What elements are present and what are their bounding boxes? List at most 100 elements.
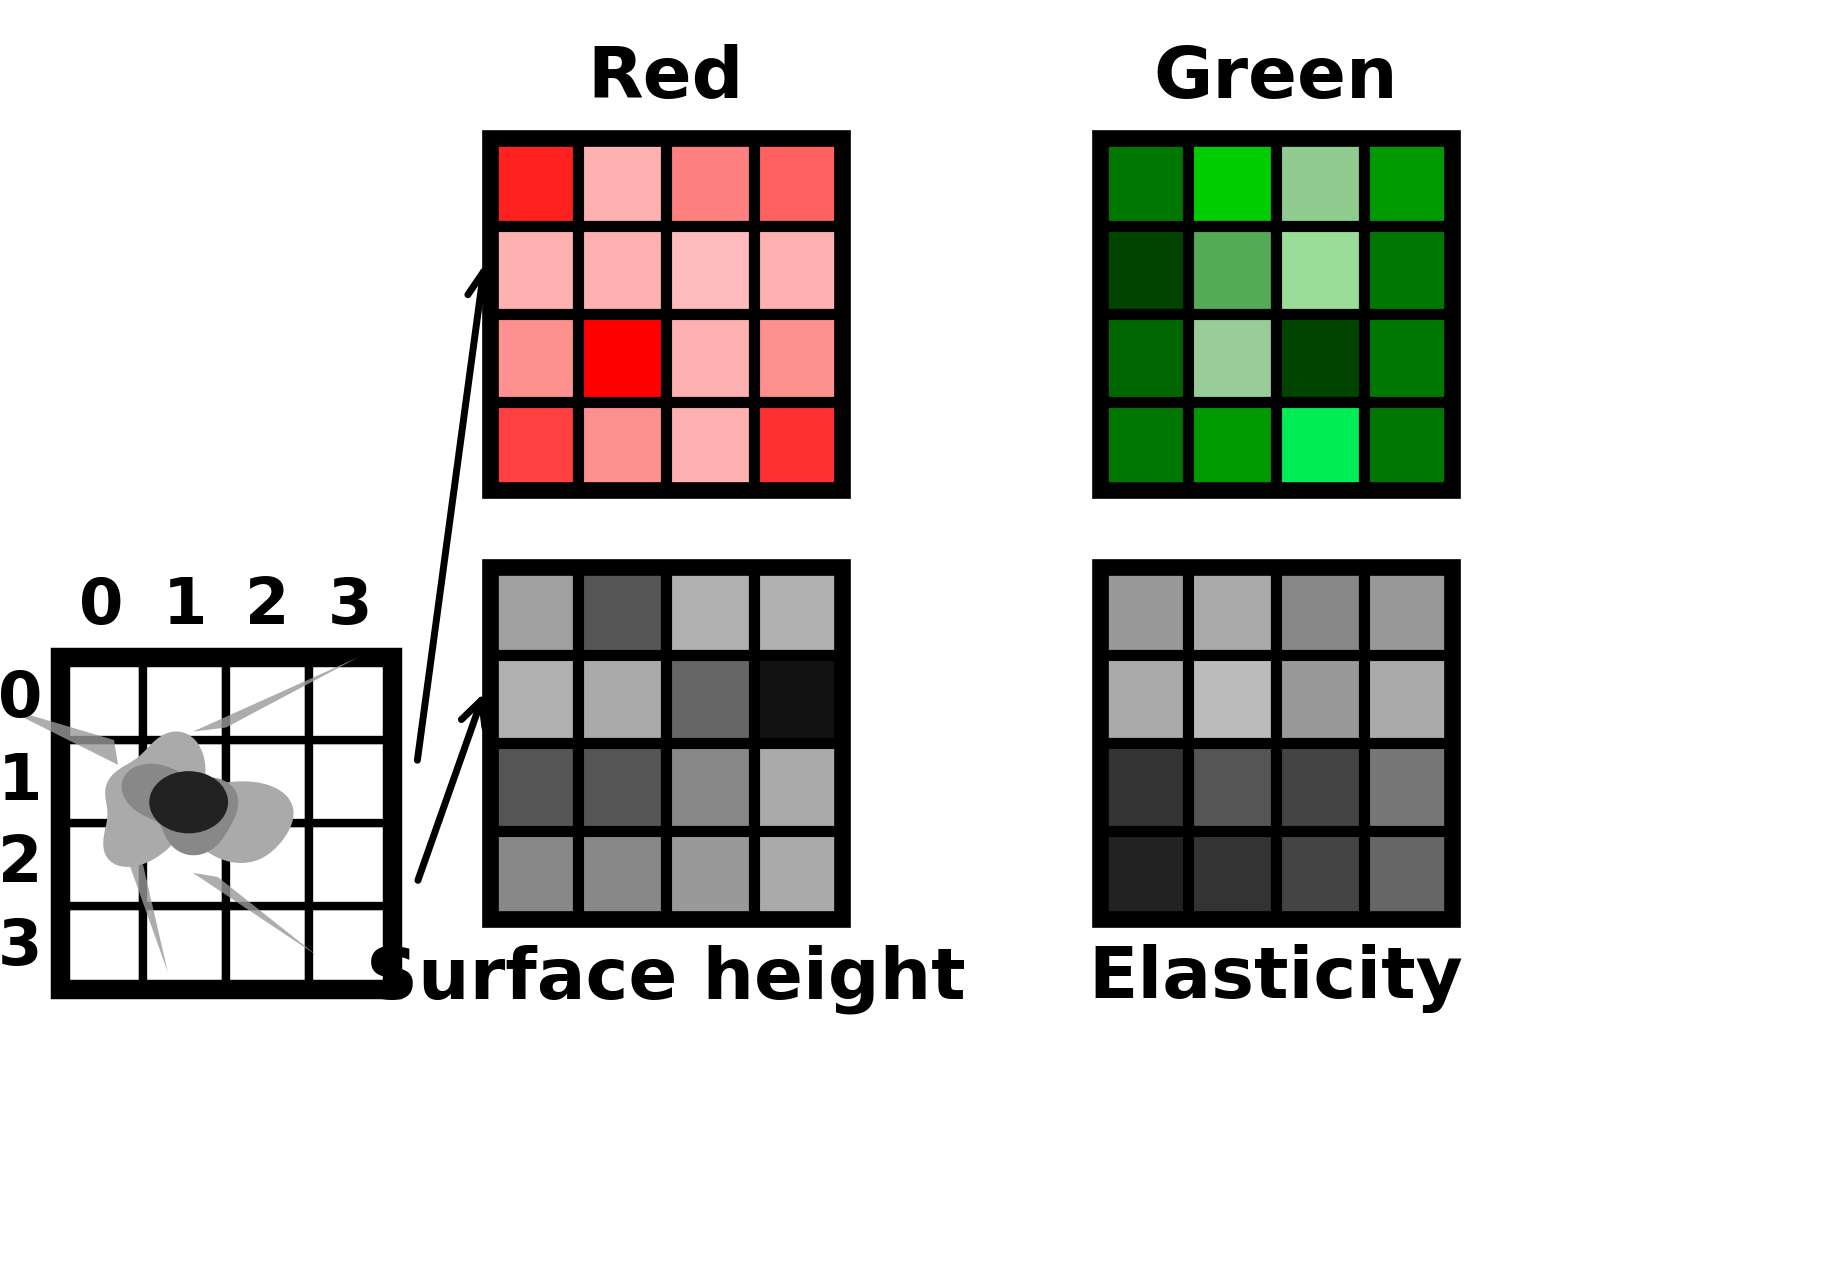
Bar <box>490 226 578 315</box>
Bar <box>578 226 666 315</box>
Bar <box>1276 567 1364 655</box>
Bar <box>755 655 841 743</box>
Bar <box>61 906 144 989</box>
Bar <box>578 743 666 831</box>
Bar <box>578 402 666 490</box>
Bar <box>578 315 666 402</box>
Bar <box>61 657 392 989</box>
Bar <box>490 402 578 490</box>
Bar <box>144 741 226 822</box>
Bar <box>490 743 578 831</box>
Bar <box>666 743 755 831</box>
Polygon shape <box>127 856 168 972</box>
Bar <box>226 741 309 822</box>
Bar <box>755 315 841 402</box>
Text: Surface height: Surface height <box>366 944 967 1013</box>
Bar <box>1364 831 1453 920</box>
Bar <box>755 567 841 655</box>
Polygon shape <box>103 732 293 867</box>
Bar <box>1364 138 1453 226</box>
Bar <box>1364 315 1453 402</box>
Bar <box>1101 402 1187 490</box>
Text: Green: Green <box>1154 43 1399 113</box>
Bar <box>666 226 755 315</box>
Text: 1: 1 <box>162 576 206 637</box>
Text: Red: Red <box>587 43 744 113</box>
Bar <box>1276 402 1364 490</box>
Text: 2: 2 <box>245 576 289 637</box>
Text: 0: 0 <box>0 668 42 729</box>
Bar <box>1101 567 1453 920</box>
Bar <box>1187 315 1276 402</box>
Bar <box>1187 743 1276 831</box>
Bar <box>309 822 392 906</box>
Bar <box>1276 138 1364 226</box>
Bar <box>490 567 841 920</box>
Bar <box>490 831 578 920</box>
Polygon shape <box>122 764 237 856</box>
Polygon shape <box>193 872 317 955</box>
Text: 0: 0 <box>79 576 123 637</box>
Bar <box>1101 743 1187 831</box>
Bar <box>755 226 841 315</box>
Bar <box>1187 226 1276 315</box>
Bar <box>666 831 755 920</box>
Bar <box>1101 138 1453 490</box>
Bar <box>1187 655 1276 743</box>
Text: 2: 2 <box>0 834 42 895</box>
Bar <box>490 315 578 402</box>
Bar <box>666 138 755 226</box>
Bar <box>1276 743 1364 831</box>
Bar <box>666 402 755 490</box>
Bar <box>1276 226 1364 315</box>
Bar <box>1101 831 1187 920</box>
Bar <box>666 567 755 655</box>
Bar <box>1276 315 1364 402</box>
Bar <box>1101 567 1187 655</box>
Text: Elasticity: Elasticity <box>1088 944 1464 1013</box>
Bar <box>1187 831 1276 920</box>
Bar <box>1364 226 1453 315</box>
Bar <box>144 657 226 741</box>
Bar <box>226 657 309 741</box>
Bar <box>309 741 392 822</box>
Bar <box>309 906 392 989</box>
Text: 1: 1 <box>0 751 42 812</box>
Text: 3: 3 <box>0 917 42 978</box>
Bar <box>1101 138 1187 226</box>
Bar <box>578 655 666 743</box>
Bar <box>1276 831 1364 920</box>
Bar <box>490 138 841 490</box>
Bar <box>1101 655 1187 743</box>
Bar <box>1364 655 1453 743</box>
Polygon shape <box>2 707 118 765</box>
Bar <box>1187 402 1276 490</box>
Bar <box>1276 655 1364 743</box>
Bar <box>755 138 841 226</box>
Bar <box>755 402 841 490</box>
Bar <box>1364 743 1453 831</box>
Polygon shape <box>193 657 359 732</box>
Bar <box>226 906 309 989</box>
Bar <box>666 315 755 402</box>
Bar <box>309 657 392 741</box>
Bar <box>490 655 578 743</box>
Bar <box>144 822 226 906</box>
Bar <box>666 655 755 743</box>
Bar <box>578 567 666 655</box>
Text: 3: 3 <box>328 576 372 637</box>
Bar <box>226 822 309 906</box>
Bar <box>755 743 841 831</box>
Bar <box>1364 567 1453 655</box>
Bar <box>755 831 841 920</box>
Bar <box>578 138 666 226</box>
Bar <box>490 138 578 226</box>
Bar <box>61 741 144 822</box>
Bar <box>578 831 666 920</box>
Bar <box>61 657 144 741</box>
Bar <box>1101 226 1187 315</box>
Bar <box>1187 567 1276 655</box>
Bar <box>144 906 226 989</box>
Bar <box>490 567 578 655</box>
Bar <box>1101 315 1187 402</box>
